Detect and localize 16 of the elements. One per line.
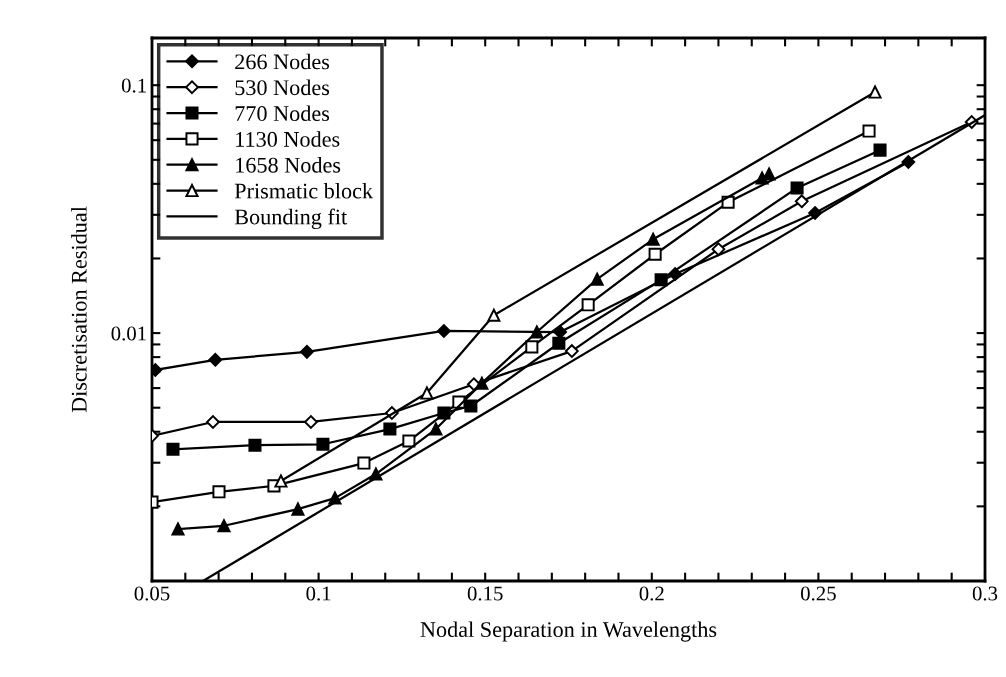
legend-label: 1130 Nodes — [236, 131, 340, 147]
x-tick-label: 0.15 — [467, 586, 503, 601]
legend-label: 266 Nodes — [235, 53, 330, 70]
y-tick-label: 0.01 — [111, 326, 146, 341]
legend-label: 770 Nodes — [235, 105, 330, 122]
x-axis-title: Nodal Separation in Wavelengths — [420, 621, 717, 642]
x-tick-label: 0.3 — [972, 586, 998, 601]
y-axis-title: Discretisation Residual — [71, 206, 87, 413]
legend-label: 530 Nodes — [235, 79, 330, 96]
x-tick-label: 0.05 — [134, 586, 170, 601]
legend-label: Bounding fit — [234, 208, 348, 230]
x-tick-label: 0.1 — [306, 586, 331, 601]
x-tick-label: 0.25 — [800, 586, 836, 601]
x-tick-label: 0.2 — [639, 586, 664, 601]
legend-label: 1658 Nodes — [236, 157, 341, 173]
legend-label: Prismatic block — [234, 182, 374, 199]
